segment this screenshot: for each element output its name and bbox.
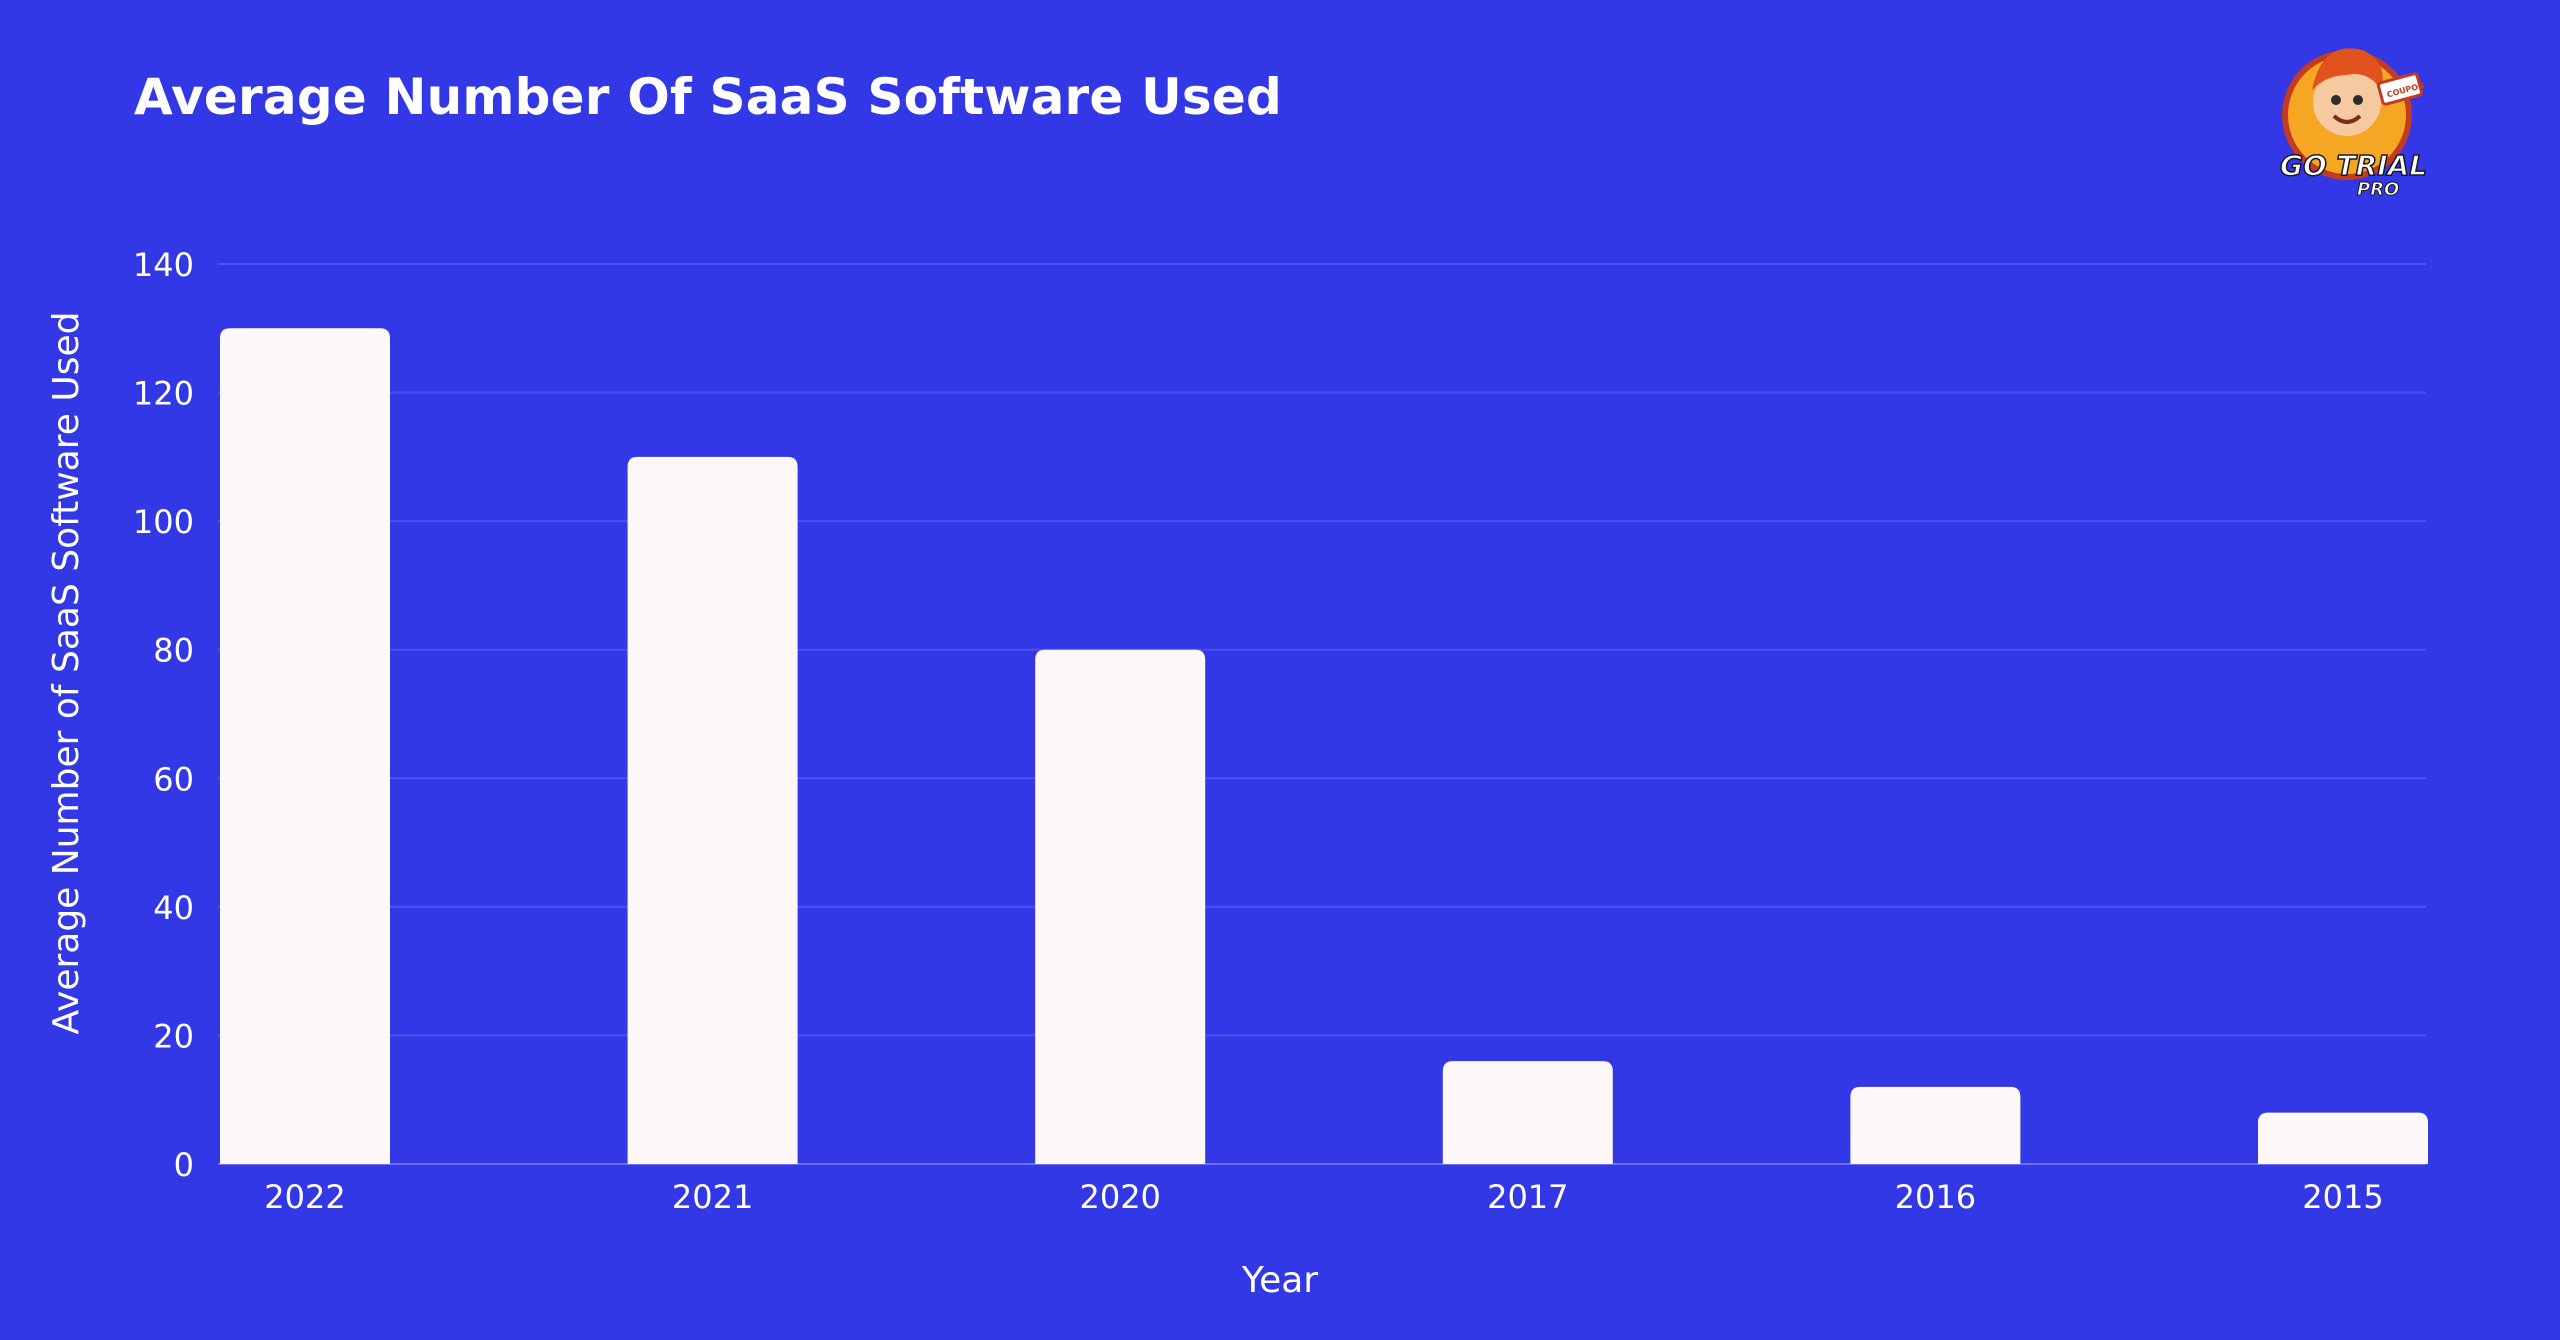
- y-tick-label: 20: [153, 1017, 194, 1055]
- x-tick-label: 2022: [264, 1178, 345, 1216]
- y-tick-label: 100: [133, 503, 194, 541]
- chart-title: Average Number Of SaaS Software Used: [134, 68, 1282, 126]
- y-tick-labels: 0 20 40 60 80 100 120 140: [133, 246, 194, 1184]
- x-tick-label: 2015: [2302, 1178, 2383, 1216]
- y-tick-label: 40: [153, 889, 194, 927]
- logo-face: [2313, 68, 2381, 136]
- grid-lines: [218, 263, 2426, 1165]
- bar-2017: [1442, 1061, 1613, 1164]
- logo-text-gotrial: GO TRIAL: [2280, 149, 2427, 182]
- bars: [220, 328, 2428, 1164]
- bar-2020: [1035, 649, 1206, 1164]
- logo-smile: [2332, 114, 2362, 124]
- logo-hair: [2312, 48, 2383, 90]
- x-tick-labels: 2022 2021 2020 2017 2016 2015: [264, 1178, 2383, 1216]
- x-tick-label: 2020: [1079, 1178, 1160, 1216]
- y-tick-label: 140: [133, 246, 194, 284]
- x-axis-title: Year: [1241, 1260, 1318, 1301]
- bar-2015: [2258, 1112, 2428, 1164]
- x-tick-label: 2017: [1487, 1178, 1568, 1216]
- y-axis-title: Average Number of SaaS Software Used: [46, 312, 87, 1035]
- x-tick-label: 2016: [1895, 1178, 1976, 1216]
- logo-eye-right: [2353, 95, 2363, 105]
- y-tick-label: 0: [174, 1146, 194, 1184]
- x-tick-label: 2021: [672, 1178, 753, 1216]
- y-tick-label: 120: [133, 375, 194, 413]
- logo-eye-left: [2331, 95, 2341, 105]
- y-tick-label: 80: [153, 632, 194, 670]
- bar-2022: [220, 328, 390, 1164]
- logo-text-pro: PRO: [2357, 179, 2399, 200]
- bar-2021: [627, 456, 798, 1164]
- y-tick-label: 60: [153, 760, 194, 798]
- logo-coupon-ticket: [2377, 72, 2423, 106]
- gotrial-pro-logo: COUPON GO TRIAL PRO: [2279, 48, 2428, 200]
- bar-2016: [1850, 1086, 2021, 1164]
